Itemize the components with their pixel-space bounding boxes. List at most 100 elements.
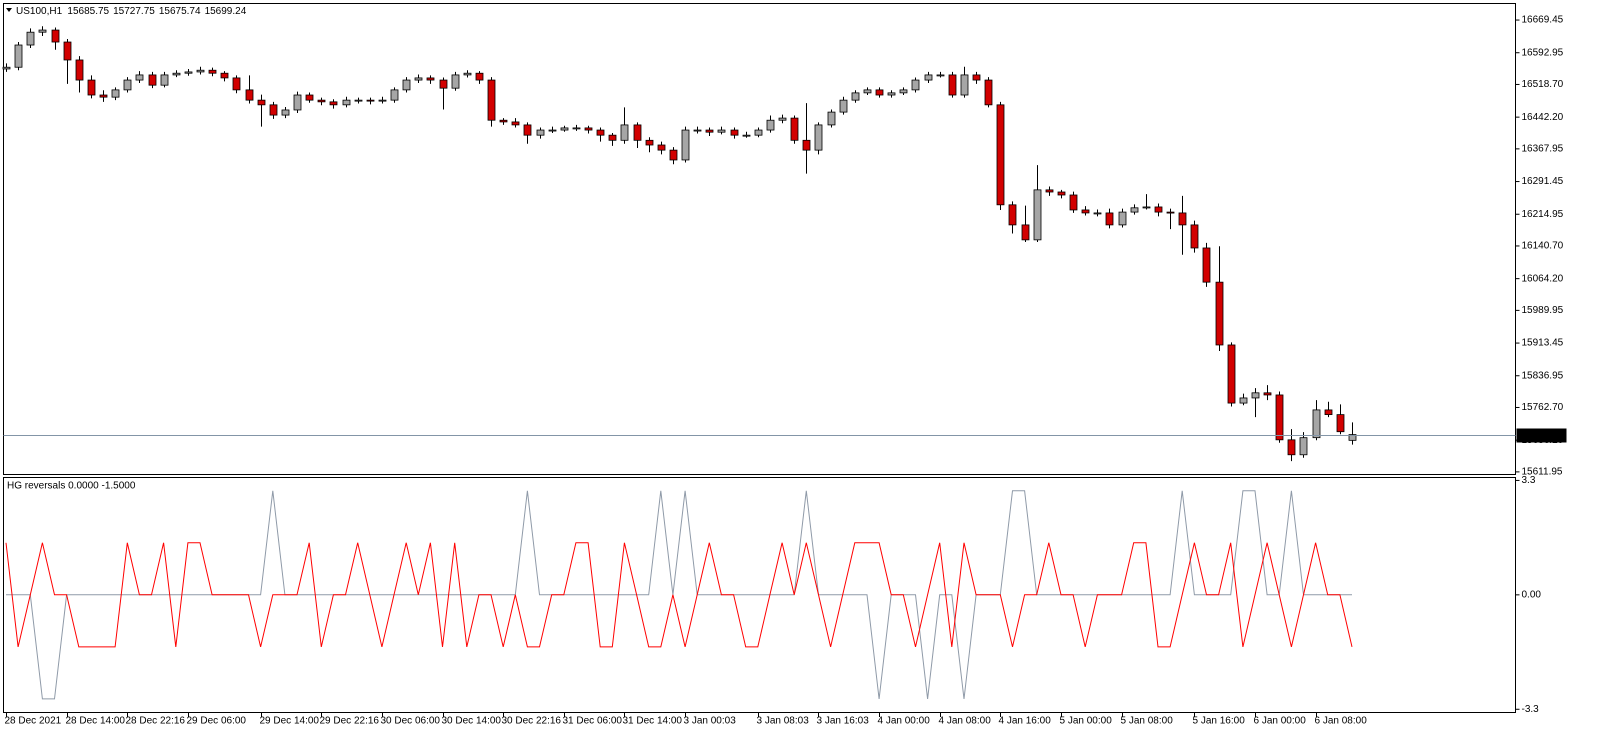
close: 15699.24 bbox=[205, 6, 247, 17]
x-tick-label: 5 Jan 00:00 bbox=[1060, 716, 1113, 727]
candle-body bbox=[669, 149, 678, 161]
candle-body bbox=[451, 74, 460, 89]
x-tick-label: 3 Jan 16:03 bbox=[817, 716, 870, 727]
x-tick-label: 29 Dec 22:16 bbox=[320, 716, 380, 727]
candle-body bbox=[172, 72, 181, 76]
candle-body bbox=[802, 139, 811, 151]
candle-body bbox=[730, 129, 739, 136]
candle-body bbox=[536, 129, 545, 136]
candle-body bbox=[766, 119, 775, 131]
y-tick-label: 16592.95 bbox=[1522, 47, 1564, 58]
x-tick-label: 29 Dec 14:00 bbox=[260, 716, 320, 727]
candle-body bbox=[1202, 247, 1211, 283]
x-tick-label: 6 Jan 00:00 bbox=[1254, 716, 1307, 727]
candle-body bbox=[1033, 189, 1042, 241]
candle-body bbox=[778, 117, 787, 121]
candle-body bbox=[1178, 212, 1187, 226]
candle-body bbox=[620, 124, 629, 141]
candle-body bbox=[1166, 211, 1175, 214]
candle-body bbox=[1215, 281, 1224, 346]
x-tick-label: 30 Dec 22:16 bbox=[502, 716, 562, 727]
open: 15685.75 bbox=[67, 6, 109, 17]
x-tick-label: 31 Dec 06:00 bbox=[563, 716, 623, 727]
candle-body bbox=[1275, 394, 1284, 441]
candle-body bbox=[2, 66, 11, 70]
menu-arrow[interactable] bbox=[6, 8, 12, 12]
candle-body bbox=[196, 69, 205, 73]
price-badge-label: 15699.24 bbox=[1521, 430, 1563, 441]
candle-body bbox=[499, 119, 508, 123]
candle-body bbox=[1190, 224, 1199, 249]
y-tick-label: 16064.20 bbox=[1522, 273, 1564, 284]
candle-body bbox=[875, 89, 884, 96]
indicator-line bbox=[5, 542, 1353, 648]
candle-body bbox=[475, 72, 484, 81]
candle-body bbox=[1154, 206, 1163, 213]
candle-body bbox=[717, 129, 726, 133]
candle-body bbox=[1118, 211, 1127, 226]
x-tick-label: 30 Dec 06:00 bbox=[381, 716, 441, 727]
candle-body bbox=[148, 74, 157, 86]
candle-body bbox=[996, 104, 1005, 206]
x-tick-label: 5 Jan 08:00 bbox=[1121, 716, 1174, 727]
candle-body bbox=[911, 79, 920, 91]
price-badge bbox=[1516, 428, 1567, 443]
candle-body bbox=[135, 74, 144, 81]
candle-body bbox=[160, 74, 169, 86]
candle-body bbox=[1227, 344, 1236, 404]
candle-body bbox=[1239, 397, 1248, 404]
candle-body bbox=[1142, 206, 1151, 209]
x-tick-label: 28 Dec 2021 bbox=[5, 716, 62, 727]
x-tick-label: 4 Jan 08:00 bbox=[939, 716, 992, 727]
candle-body bbox=[14, 44, 23, 68]
candle-body bbox=[269, 104, 278, 116]
candle-body bbox=[863, 89, 872, 94]
candle-body bbox=[887, 92, 896, 96]
candle-body bbox=[814, 124, 823, 151]
candle-body bbox=[1081, 209, 1090, 214]
candle-body bbox=[38, 29, 47, 33]
candle-body bbox=[123, 79, 132, 91]
x-tick-label: 5 Jan 16:00 bbox=[1193, 716, 1246, 727]
indicator-title: HG reversals 0.0000 -1.5000 bbox=[7, 481, 136, 492]
candle-body bbox=[245, 89, 254, 101]
candle-body bbox=[924, 74, 933, 81]
x-tick-label: 6 Jan 08:00 bbox=[1315, 716, 1368, 727]
high: 15727.75 bbox=[113, 6, 155, 17]
candle-body bbox=[596, 129, 605, 136]
y-tick-label: 15989.95 bbox=[1522, 305, 1564, 316]
candle-body bbox=[511, 121, 520, 126]
candle-body bbox=[584, 127, 593, 131]
candle-body bbox=[1008, 204, 1017, 226]
candle-body bbox=[1287, 439, 1296, 456]
candle-body bbox=[657, 144, 666, 151]
candle-body bbox=[972, 74, 981, 81]
candle-body bbox=[681, 129, 690, 161]
candle-body bbox=[463, 72, 472, 76]
candle-body bbox=[75, 59, 84, 81]
candle-body bbox=[208, 69, 217, 74]
candle-body bbox=[548, 129, 557, 132]
candle-body bbox=[342, 99, 351, 106]
x-tick-label: 3 Jan 00:03 bbox=[684, 716, 737, 727]
candle-body bbox=[608, 134, 617, 141]
candle-body bbox=[1251, 392, 1260, 399]
candle-body bbox=[1312, 409, 1321, 439]
y-tick-label: 16367.95 bbox=[1522, 144, 1564, 155]
candle-body bbox=[366, 99, 375, 102]
candle-body bbox=[1130, 207, 1139, 213]
candle-body bbox=[232, 77, 241, 91]
candle-body bbox=[1263, 392, 1272, 396]
x-tick-label: 30 Dec 14:00 bbox=[442, 716, 502, 727]
candle-body bbox=[742, 134, 751, 137]
candle-body bbox=[523, 124, 532, 136]
candle-body bbox=[402, 79, 411, 91]
candle-body bbox=[851, 92, 860, 101]
candle-body bbox=[1299, 437, 1308, 456]
candle-body bbox=[26, 31, 35, 46]
candle-body bbox=[645, 139, 654, 146]
candle-body bbox=[633, 124, 642, 141]
candle-body bbox=[305, 94, 314, 101]
y-tick-label: 15836.95 bbox=[1522, 370, 1564, 381]
